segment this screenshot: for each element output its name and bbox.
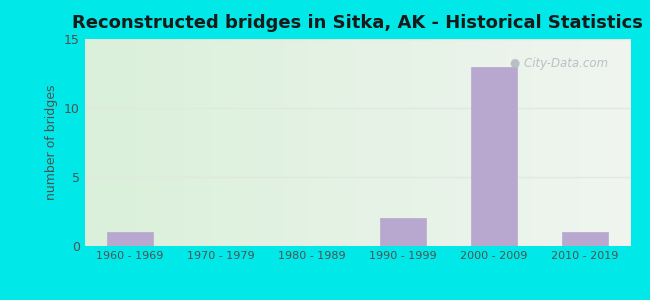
Bar <box>107 232 153 246</box>
Title: Reconstructed bridges in Sitka, AK - Historical Statistics: Reconstructed bridges in Sitka, AK - His… <box>72 14 643 32</box>
Bar <box>562 232 608 246</box>
Bar <box>380 218 426 246</box>
Bar <box>471 67 517 246</box>
Text: ● City-Data.com: ● City-Data.com <box>510 57 608 70</box>
Y-axis label: number of bridges: number of bridges <box>46 85 58 200</box>
